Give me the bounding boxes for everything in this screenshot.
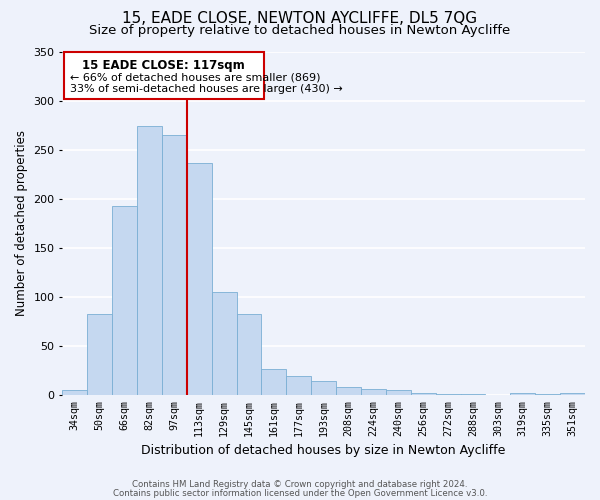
Bar: [286, 376, 311, 396]
Bar: [361, 390, 386, 396]
Bar: [461, 394, 485, 396]
Bar: [262, 369, 286, 396]
Text: Contains public sector information licensed under the Open Government Licence v3: Contains public sector information licen…: [113, 488, 487, 498]
Bar: [87, 314, 112, 396]
Y-axis label: Number of detached properties: Number of detached properties: [15, 130, 28, 316]
Text: 15 EADE CLOSE: 117sqm: 15 EADE CLOSE: 117sqm: [82, 60, 245, 72]
Bar: [411, 394, 436, 396]
Bar: [336, 388, 361, 396]
Text: 15, EADE CLOSE, NEWTON AYCLIFFE, DL5 7QG: 15, EADE CLOSE, NEWTON AYCLIFFE, DL5 7QG: [122, 11, 478, 26]
Bar: [436, 394, 461, 396]
Bar: [511, 394, 535, 396]
Text: Contains HM Land Registry data © Crown copyright and database right 2024.: Contains HM Land Registry data © Crown c…: [132, 480, 468, 489]
Bar: [112, 206, 137, 396]
Bar: [162, 135, 187, 396]
Bar: [386, 390, 411, 396]
Text: 33% of semi-detached houses are larger (430) →: 33% of semi-detached houses are larger (…: [70, 84, 343, 94]
Bar: [187, 164, 212, 396]
Bar: [236, 314, 262, 396]
Bar: [311, 380, 336, 396]
Bar: [535, 394, 560, 396]
Bar: [560, 394, 585, 396]
Text: ← 66% of detached houses are smaller (869): ← 66% of detached houses are smaller (86…: [70, 72, 320, 82]
X-axis label: Distribution of detached houses by size in Newton Aycliffe: Distribution of detached houses by size …: [142, 444, 506, 458]
FancyBboxPatch shape: [64, 52, 264, 98]
Bar: [212, 292, 236, 396]
Bar: [62, 390, 87, 396]
Bar: [137, 126, 162, 396]
Text: Size of property relative to detached houses in Newton Aycliffe: Size of property relative to detached ho…: [89, 24, 511, 37]
